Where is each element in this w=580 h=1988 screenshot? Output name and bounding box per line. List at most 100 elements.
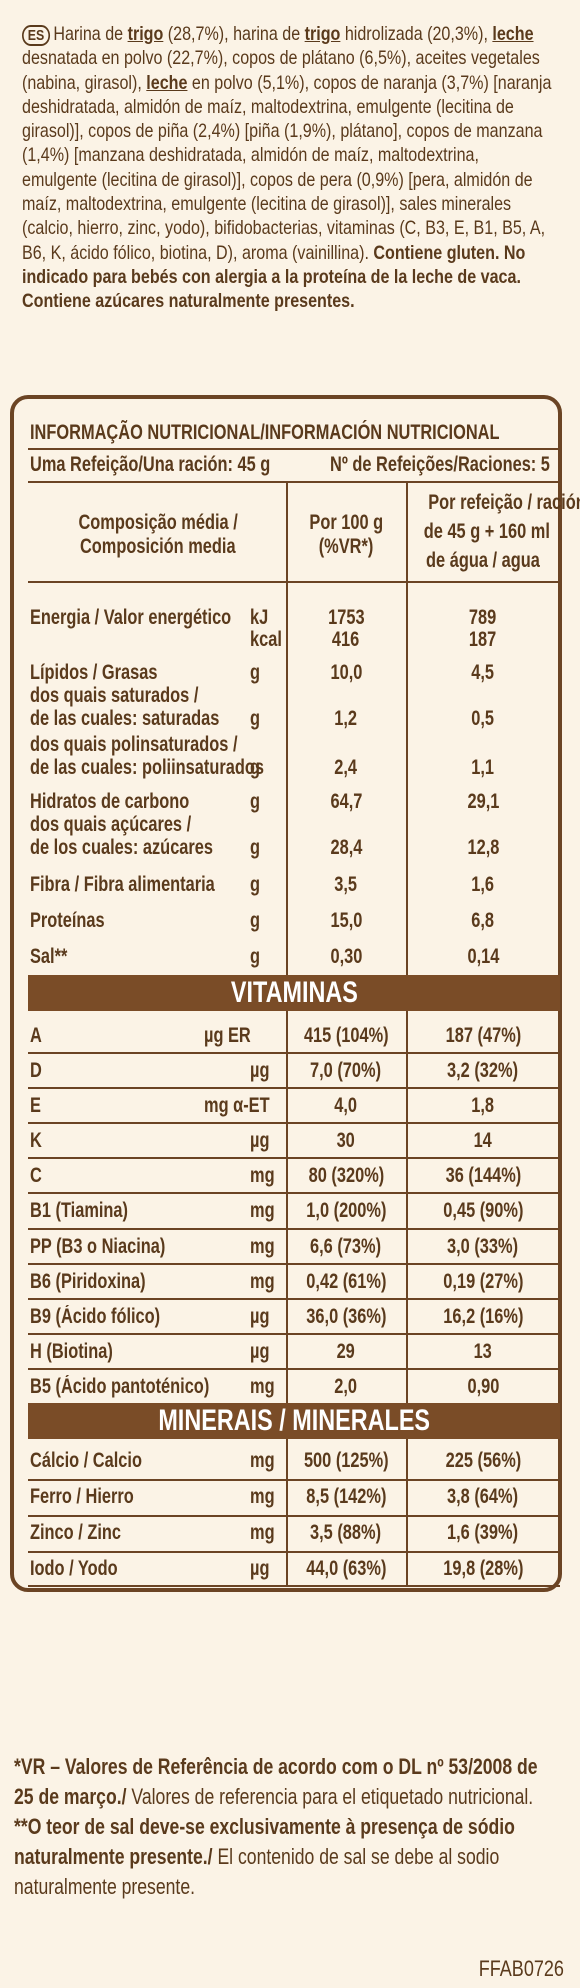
nutrition-panel: INFORMAÇÃO NUTRICIONAL/INFORMACIÓN NUTRI… bbox=[10, 395, 580, 1592]
mineral-per100: 500 (125%) bbox=[303, 1449, 389, 1472]
vitamin-unit: µg bbox=[250, 1305, 270, 1328]
nutrient-per100: 28,4 bbox=[330, 836, 362, 859]
nutrient-perserving: 789 bbox=[469, 606, 497, 629]
vitamin-perserving: 16,2 (16%) bbox=[442, 1305, 524, 1328]
ingredient-segment: desnatada en polvo (22,7%), copos de plá… bbox=[22, 47, 540, 94]
servings-count: Nº de Refeições/Raciones: 5 bbox=[330, 453, 550, 476]
header-composition: Composição média / bbox=[78, 511, 238, 534]
ingredients-text: ES Harina de trigo (28,7%), harina de tri… bbox=[22, 22, 557, 314]
mineral-unit: mg bbox=[250, 1485, 275, 1508]
nutrient-label: Lípidos / Grasas bbox=[30, 661, 158, 684]
vitamin-unit: µg bbox=[250, 1129, 270, 1152]
column-divider bbox=[406, 481, 408, 975]
vitamin-per100: 415 (104%) bbox=[303, 1024, 389, 1047]
column-divider bbox=[286, 481, 288, 975]
vitamin-label: B5 (Ácido pantoténico) bbox=[30, 1375, 210, 1398]
column-divider bbox=[406, 1011, 408, 1403]
nutrient-perserving: 1,1 bbox=[471, 756, 495, 779]
row-divider bbox=[28, 1479, 560, 1481]
header-perserving: Por refeição / ración bbox=[428, 491, 580, 514]
vitamin-per100: 0,42 (61%) bbox=[305, 1270, 387, 1293]
nutrient-label: de los cuales: azúcares bbox=[30, 836, 214, 859]
nutrient-perserving: 4,5 bbox=[471, 661, 495, 684]
row-divider bbox=[28, 1087, 560, 1089]
nutrient-perserving: 6,8 bbox=[471, 909, 495, 932]
vitamin-perserving: 187 (47%) bbox=[445, 1024, 521, 1047]
nutrient-per100: 3,5 bbox=[334, 873, 358, 896]
vitamin-unit: mg bbox=[250, 1270, 275, 1293]
vitamin-unit: mg bbox=[250, 1235, 275, 1258]
footnote-vr: *VR – Valores de Referência de acordo co… bbox=[14, 1754, 538, 1809]
vitamin-perserving: 1,8 bbox=[471, 1094, 495, 1117]
nutrient-unit: kJ bbox=[250, 606, 269, 629]
header-per100: Por 100 g bbox=[309, 511, 383, 534]
nutrient-per100: 15,0 bbox=[330, 909, 362, 932]
nutrient-label: dos quais polinsaturados / bbox=[30, 733, 238, 756]
header-perserving: de água / agua bbox=[426, 549, 540, 572]
vitamin-unit: mg bbox=[250, 1375, 275, 1398]
mineral-perserving: 225 (56%) bbox=[445, 1449, 521, 1472]
nutrient-unit: g bbox=[250, 945, 261, 968]
mineral-unit: mg bbox=[250, 1449, 275, 1472]
row-divider bbox=[28, 1551, 560, 1553]
nutrient-per100: 64,7 bbox=[330, 790, 362, 813]
mineral-perserving: 3,8 (64%) bbox=[447, 1485, 519, 1508]
divider bbox=[28, 581, 560, 583]
mineral-label: Iodo / Yodo bbox=[30, 1557, 118, 1580]
row-divider bbox=[28, 1122, 560, 1124]
divider bbox=[28, 448, 560, 450]
vitamin-per100: 29 bbox=[336, 1340, 356, 1363]
vitamin-per100: 7,0 (70%) bbox=[310, 1059, 382, 1082]
ingredient-segment: en polvo (5,1%), copos de naranja (3,7%)… bbox=[22, 71, 552, 264]
nutrient-perserving: 12,8 bbox=[467, 836, 499, 859]
nutrient-perserving: 0,5 bbox=[471, 707, 495, 730]
nutrient-label: Fibra / Fibra alimentaria bbox=[30, 873, 215, 896]
allergen-text: leche bbox=[492, 23, 534, 45]
nutrient-unit: g bbox=[250, 790, 261, 813]
nutrient-label: dos quais açúcares / bbox=[30, 813, 192, 836]
vitamin-perserving: 14 bbox=[473, 1129, 493, 1152]
nutrient-label: dos quais saturados / bbox=[30, 684, 199, 707]
row-divider bbox=[28, 1228, 560, 1230]
vitamin-per100: 30 bbox=[336, 1129, 356, 1152]
header-composition: Composición media bbox=[80, 535, 236, 558]
column-divider bbox=[286, 1011, 288, 1403]
vitamin-unit: µg ER bbox=[204, 1024, 251, 1047]
vitamin-perserving: 13 bbox=[473, 1340, 493, 1363]
header-per100: (%VR*) bbox=[318, 535, 374, 558]
vitamin-label: B1 (Tiamina) bbox=[30, 1199, 129, 1222]
country-badge: ES bbox=[22, 25, 51, 46]
row-divider bbox=[28, 1052, 560, 1054]
vitamin-per100: 6,6 (73%) bbox=[310, 1235, 382, 1258]
vitamin-label: K bbox=[30, 1129, 42, 1152]
vitamin-label: PP (B3 o Niacina) bbox=[30, 1235, 166, 1258]
vitamin-per100: 4,0 bbox=[334, 1094, 358, 1117]
ingredient-segment: (28,7%), harina de bbox=[163, 23, 305, 45]
mineral-per100: 8,5 (142%) bbox=[305, 1485, 387, 1508]
minerals-header: MINERAIS / MINERALES bbox=[28, 1403, 560, 1439]
nutrient-perserving: 0,14 bbox=[467, 945, 499, 968]
nutrient-unit: kcal bbox=[250, 628, 282, 651]
mineral-label: Zinco / Zinc bbox=[30, 1521, 122, 1544]
nutrient-per100: 416 bbox=[332, 628, 360, 651]
allergen-text: trigo bbox=[127, 23, 164, 45]
vitamin-label: A bbox=[30, 1024, 42, 1047]
nutrient-per100: 1753 bbox=[327, 606, 365, 629]
vitamin-perserving: 36 (144%) bbox=[445, 1164, 521, 1187]
vitamin-perserving: 0,45 (90%) bbox=[442, 1199, 524, 1222]
divider bbox=[28, 1585, 560, 1587]
column-divider bbox=[406, 1439, 408, 1586]
ingredients-list: Harina de trigo (28,7%), harina de trigo… bbox=[22, 23, 551, 312]
row-divider bbox=[28, 1263, 560, 1265]
ingredient-segment: Harina de bbox=[53, 23, 128, 45]
nutrient-label: Hidratos de carbono bbox=[30, 790, 190, 813]
vitamin-per100: 2,0 bbox=[334, 1375, 358, 1398]
nutrient-perserving: 1,6 bbox=[471, 873, 495, 896]
vitamin-label: C bbox=[30, 1164, 42, 1187]
allergen-text: trigo bbox=[304, 23, 341, 45]
allergen-text: leche bbox=[146, 71, 188, 94]
vitamin-perserving: 0,19 (27%) bbox=[442, 1270, 524, 1293]
row-divider bbox=[28, 1192, 560, 1194]
nutrient-label: de las cuales: saturadas bbox=[30, 707, 220, 730]
nutrient-per100: 2,4 bbox=[334, 756, 358, 779]
